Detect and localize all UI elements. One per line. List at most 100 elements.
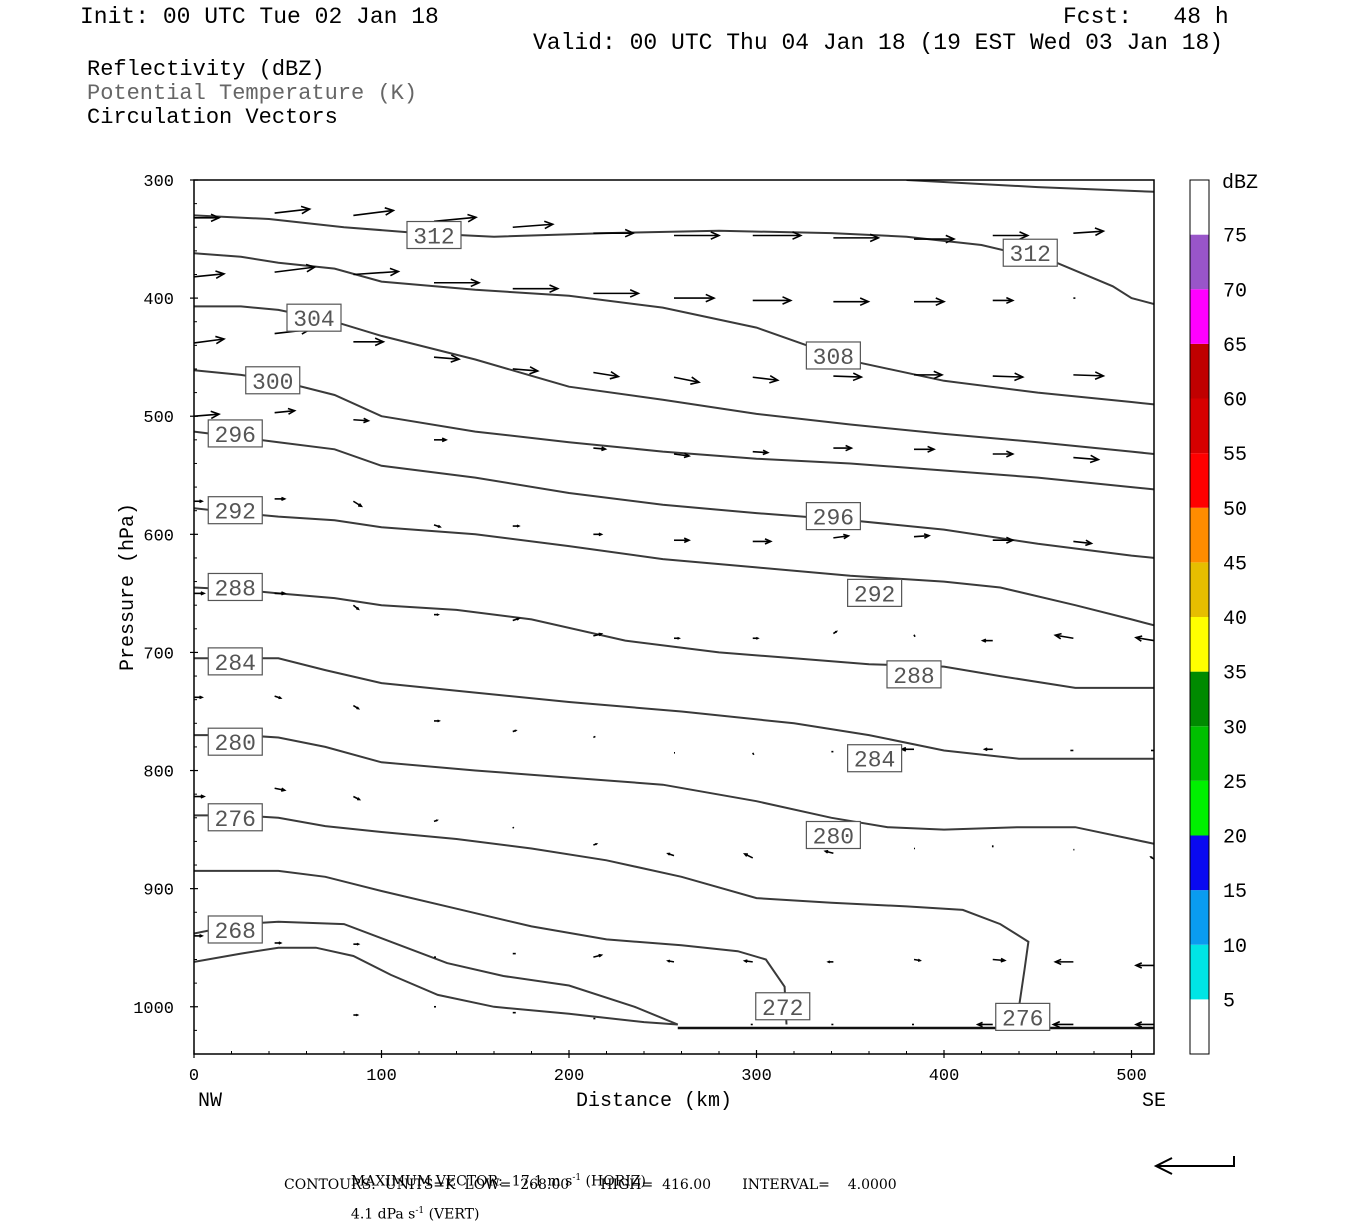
vector-head [356,942,361,946]
circulation-vector [1134,962,1154,969]
circulation-vector [194,270,226,280]
contour-label-box [207,647,263,676]
vector-shaft [1073,230,1104,234]
colorbar-tick-label: 25 [1223,772,1247,795]
circulation-vector [674,537,691,544]
circulation-vector [992,231,1030,240]
colorbar-bin-50 [1190,453,1209,508]
contour-label-280: 280 [805,820,861,851]
vector-shaft [752,752,755,756]
colorbar: 5 10 15 20 25 30 35 40 45 50 55 60 65 70 75 dBZ [1189,172,1258,1055]
circulation-vector [752,636,760,640]
vector-head [516,524,521,528]
vector-head [356,606,360,611]
vector-head [859,297,871,307]
circulation-vector [274,205,312,215]
y-tick-label: 1000 [133,1000,174,1019]
circulation-vector [913,533,931,539]
vector-shaft [593,735,596,739]
circulation-vector [353,1013,360,1017]
circulation-vector [900,746,914,752]
vector-head [742,959,748,964]
vector-shaft [913,634,916,638]
circulation-vector [1134,635,1154,642]
contour-label-box [847,578,903,607]
colorbar-bin-20 [1190,780,1209,836]
circulation-vector [353,337,386,347]
circulation-vector [742,959,753,964]
vector-shaft [833,535,849,539]
circulation-vector [1053,632,1074,640]
vector-head [437,524,442,528]
exp-1: -1 [572,1173,582,1183]
circulation-vector [833,533,851,540]
contour-label-272: 272 [755,992,811,1022]
vector-head [199,934,204,938]
vector-head [595,843,599,846]
vector-head [215,270,226,280]
circulation-vector [433,354,461,363]
circulation-vector [674,293,716,303]
circulation-vector [433,213,478,223]
vector-head [769,375,780,384]
circulation-vector [274,695,283,700]
vector-head [705,293,716,303]
y-tick-label: 900 [143,882,174,901]
vector-head [917,958,922,962]
vector-head [435,819,439,822]
isentrope-280-4 [194,734,1154,845]
vector-head [666,959,671,963]
circulation-vector [512,284,560,294]
circulation-vector [833,444,854,452]
vector-head [384,207,396,216]
vector-head [200,591,206,596]
circulation-vector [353,942,361,946]
circulation-vector [913,634,916,638]
vector-head [516,617,521,621]
vector-shaft [194,338,225,344]
vector-head [1094,227,1106,237]
circulation-vector [353,795,362,801]
vector-head [1053,632,1062,640]
circulation-vector [194,335,226,345]
circulation-vector [512,729,518,733]
colorbar-tick-label: 50 [1223,499,1247,522]
circulation-vector [992,536,1015,544]
vector-head [470,278,481,288]
vector-head [1053,958,1062,966]
exp-2: -1 [415,1205,425,1216]
contour-label-284: 284 [847,744,903,774]
vert-unit: (VERT) [424,1206,480,1222]
vector-shaft [512,826,515,829]
vector-head [1006,296,1015,305]
vector-head [980,638,987,643]
colorbar-bin-0 [1190,999,1209,1054]
circulation-vector [992,450,1015,458]
vector-head [436,613,440,616]
x-tick-label: 200 [554,1067,585,1086]
contour-label-box [805,502,861,531]
colorbar-tick-label: 65 [1223,335,1247,358]
vector-shaft [433,356,460,360]
plot-frame [193,179,1155,1055]
reference-vector-head [1153,1157,1173,1175]
vector-shaft [274,266,315,273]
colorbar-bin-75 [1190,180,1209,235]
vector-head [200,794,206,799]
vector-head [363,417,371,424]
circulation-vector [593,532,604,537]
circulation-vector [1053,958,1074,966]
init-time: Init: 00 UTC Tue 02 Jan 18 [80,4,439,30]
colorbar-bin-70 [1190,234,1209,290]
isentrope-268-0 [194,946,678,1026]
vector-shaft [913,534,930,538]
y-tick-label: 600 [143,527,174,546]
colorbar-bin-65 [1190,289,1209,344]
contour-label-box [207,727,263,756]
vector-head [210,213,221,223]
vector-head [683,452,691,459]
x-tick-label: 100 [366,1067,397,1086]
contour-label-312: 312 [1002,238,1058,268]
circulation-vector [992,372,1025,382]
circulation-vector [194,794,206,799]
